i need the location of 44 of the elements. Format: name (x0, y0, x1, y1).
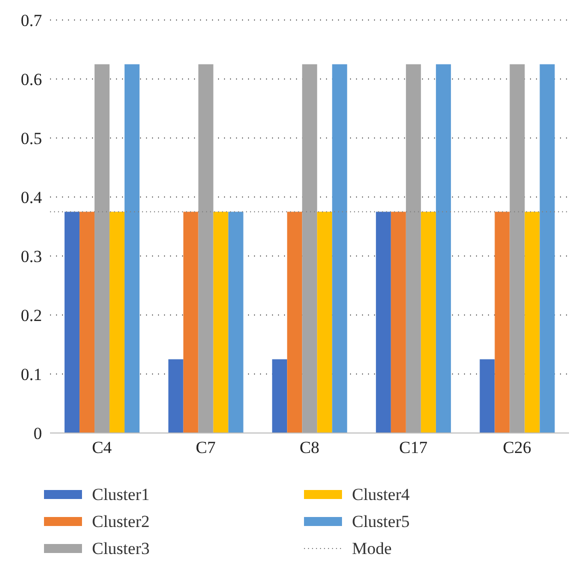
y-tick-label: 0.7 (20, 11, 42, 30)
bar (124, 64, 140, 433)
legend-label: Cluster5 (352, 512, 410, 532)
legend-label: Cluster4 (352, 484, 410, 504)
bar (80, 212, 95, 433)
bar (480, 359, 495, 433)
y-tick-label: 0.2 (20, 306, 42, 326)
y-tick-label: 0.5 (20, 129, 42, 148)
bar (510, 64, 525, 433)
y-tick-label: 0.3 (20, 247, 42, 266)
bar (287, 212, 302, 433)
y-tick-label: 0.4 (20, 188, 42, 208)
bar (317, 212, 332, 433)
bar (213, 212, 228, 433)
bar (406, 64, 421, 433)
bar (540, 64, 555, 433)
legend-label: Mode (352, 538, 392, 558)
bar (183, 212, 198, 433)
x-tick-label: C17 (399, 438, 428, 458)
bar (494, 212, 510, 433)
legend-label: Cluster1 (92, 484, 150, 504)
bar (524, 212, 540, 433)
bar (420, 212, 436, 433)
x-tick-label: C7 (196, 438, 216, 458)
bar (64, 212, 80, 433)
y-tick-label: 0.6 (20, 70, 42, 90)
legend-label: Cluster3 (92, 538, 150, 558)
y-tick-label: 0.1 (20, 365, 42, 384)
bar (168, 359, 184, 433)
bar (390, 212, 406, 433)
bar (94, 64, 110, 433)
bar (332, 64, 348, 433)
bar (110, 212, 125, 433)
y-tick-label: 0 (34, 424, 42, 444)
bar (272, 359, 288, 433)
bar (376, 212, 391, 433)
x-tick-label: C8 (300, 438, 320, 458)
bar (228, 212, 244, 433)
bar (198, 64, 214, 433)
x-tick-label: C4 (92, 438, 112, 458)
legend-label: Cluster2 (92, 512, 150, 532)
bar (302, 64, 318, 433)
bar (436, 64, 451, 433)
x-tick-label: C26 (502, 438, 532, 458)
